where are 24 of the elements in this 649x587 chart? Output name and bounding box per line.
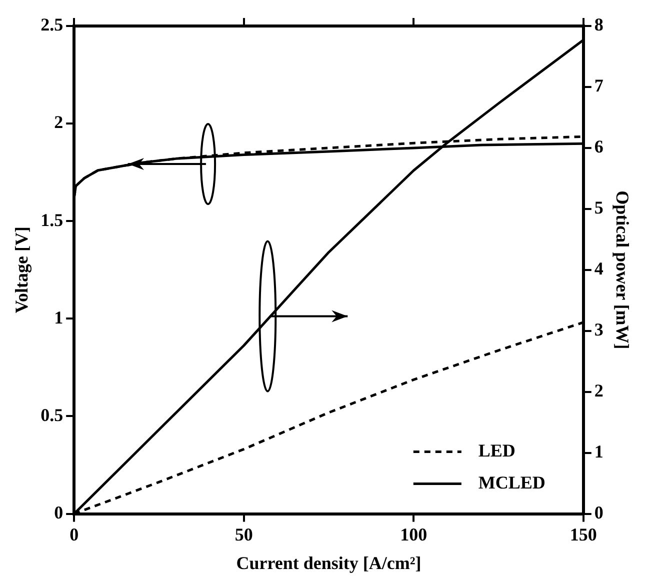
x-tick-label: 50 xyxy=(234,524,253,544)
x-axis-title: Current density [A/cm²] xyxy=(236,552,422,573)
x-tick-label: 100 xyxy=(400,524,428,544)
y-axis-title: Voltage [V] xyxy=(11,226,32,314)
y2-tick-label: 1 xyxy=(594,441,604,462)
x-tick-label: 0 xyxy=(70,524,79,544)
legend-label: LED xyxy=(478,440,516,460)
legend-label: MCLED xyxy=(478,472,546,492)
y2-tick-label: 7 xyxy=(594,76,604,96)
y-tick-label: 2.5 xyxy=(40,14,64,35)
y-tick-label: 1.5 xyxy=(40,210,64,230)
y-tick-label: 2 xyxy=(54,112,64,132)
x-tick-label: 150 xyxy=(570,524,597,544)
y2-tick-label: 8 xyxy=(594,14,604,35)
y-tick-label: 0.5 xyxy=(40,404,64,425)
y2-tick-label: 5 xyxy=(594,198,604,218)
y-tick-label: 0 xyxy=(54,502,64,522)
y2-tick-label: 6 xyxy=(594,136,604,157)
y2-tick-label: 3 xyxy=(594,320,604,340)
y2-tick-label: 2 xyxy=(594,380,604,401)
y2-axis-title: Optical power [mW] xyxy=(612,190,633,350)
y2-tick-label: 4 xyxy=(594,258,604,279)
y-tick-label: 1 xyxy=(54,307,64,328)
y2-tick-label: 0 xyxy=(594,502,604,522)
